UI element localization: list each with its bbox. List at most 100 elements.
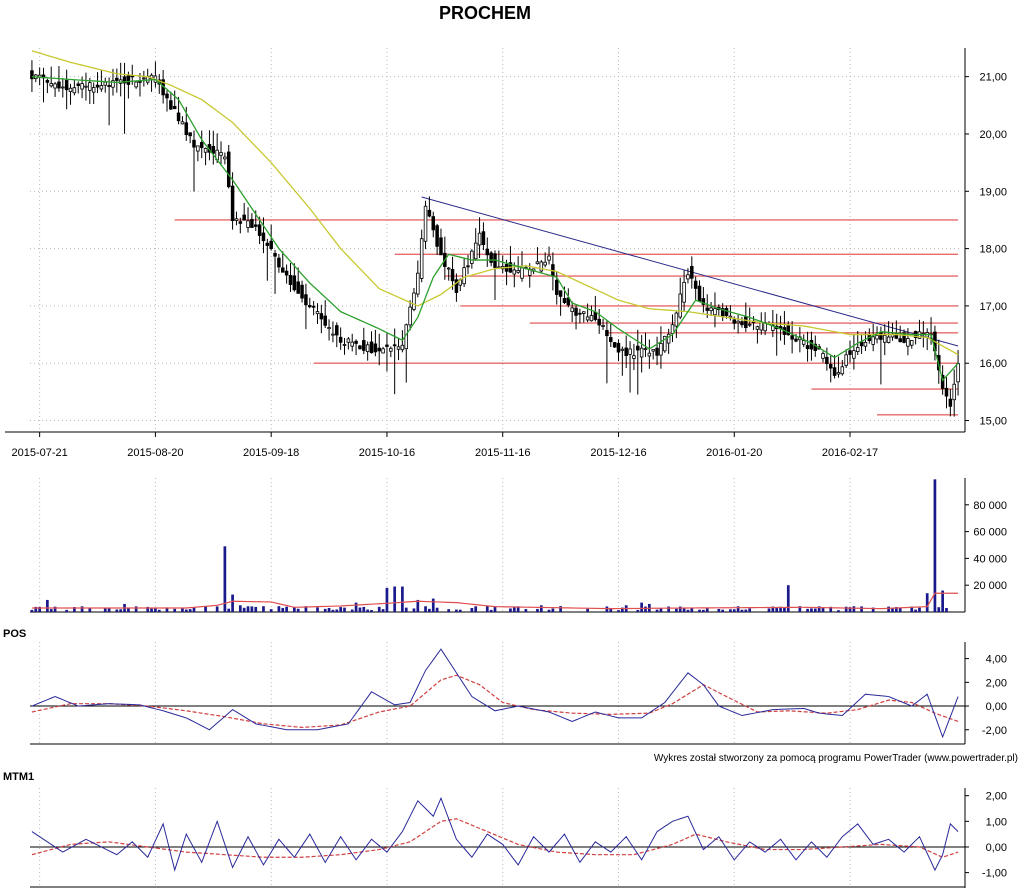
candle-body bbox=[211, 146, 216, 154]
candle-body bbox=[948, 398, 953, 407]
candle-body bbox=[416, 272, 420, 295]
candle-body bbox=[589, 315, 594, 322]
volume-bar bbox=[636, 609, 640, 612]
candle-body bbox=[192, 139, 196, 148]
volume-bar bbox=[536, 608, 539, 612]
candle-body bbox=[315, 311, 320, 315]
volume-bar bbox=[559, 606, 562, 612]
candle-body bbox=[612, 342, 617, 348]
candle-body bbox=[682, 281, 686, 303]
volume-bar bbox=[350, 609, 354, 612]
candle-body bbox=[134, 81, 138, 88]
pos-grid bbox=[30, 642, 965, 745]
volume-bar bbox=[173, 608, 177, 612]
volume-bar bbox=[73, 607, 76, 612]
candle-body bbox=[331, 333, 335, 336]
volume-tick-label: 20 000 bbox=[973, 580, 1007, 592]
volume-grid bbox=[30, 478, 965, 613]
volume-bar bbox=[640, 602, 643, 612]
volume-bar bbox=[34, 606, 38, 612]
candle-body bbox=[852, 350, 856, 359]
candle-body bbox=[226, 151, 231, 188]
candle-body bbox=[771, 324, 775, 331]
candle-body bbox=[477, 232, 482, 246]
candle-body bbox=[678, 293, 682, 318]
mtm1-tick-label: -1,00 bbox=[982, 868, 1007, 880]
candle-body bbox=[450, 269, 455, 282]
volume-bar bbox=[242, 607, 246, 612]
volume-bar bbox=[316, 607, 319, 612]
candle-body bbox=[466, 265, 470, 268]
price-tick-label: 18,00 bbox=[979, 244, 1007, 256]
candle-body bbox=[304, 294, 308, 306]
candle-body bbox=[45, 79, 50, 83]
volume-bar bbox=[806, 608, 809, 612]
volume-bar bbox=[786, 585, 790, 612]
volume-bar bbox=[381, 609, 385, 612]
volume-bar bbox=[485, 606, 489, 612]
candle-body bbox=[103, 81, 107, 86]
candle-body bbox=[373, 343, 378, 353]
candle-body bbox=[840, 366, 845, 375]
candle-body bbox=[825, 356, 829, 364]
candle-body bbox=[377, 347, 381, 352]
candle-body bbox=[744, 316, 748, 328]
volume-bar bbox=[30, 609, 34, 612]
price-tick-label: 19,00 bbox=[979, 186, 1007, 198]
volume-bar bbox=[323, 608, 327, 612]
date-tick-label: 2016-01-20 bbox=[706, 447, 762, 459]
date-tick-label: 2015-12-16 bbox=[590, 447, 646, 459]
candle-body bbox=[308, 305, 312, 308]
volume-bar bbox=[887, 606, 890, 612]
volume-bar bbox=[925, 593, 929, 612]
candle-body bbox=[489, 252, 493, 263]
candle-body bbox=[944, 387, 949, 397]
candle-body bbox=[547, 255, 551, 261]
volume-bar bbox=[127, 607, 130, 612]
candle-body bbox=[219, 152, 223, 156]
candle-body bbox=[624, 347, 628, 356]
candle-body bbox=[713, 308, 717, 316]
candle-body bbox=[203, 148, 208, 153]
candle-body bbox=[593, 311, 598, 320]
candle-body bbox=[346, 338, 351, 343]
volume-bar bbox=[509, 608, 512, 612]
candle-body bbox=[199, 142, 204, 149]
candle-body bbox=[396, 346, 401, 350]
candle-body bbox=[570, 307, 574, 312]
volume-bar bbox=[898, 607, 902, 612]
candle-body bbox=[338, 336, 343, 343]
mtm1-lines bbox=[31, 796, 959, 872]
candle-body bbox=[855, 347, 860, 352]
candle-body bbox=[906, 338, 910, 347]
candle-body bbox=[535, 261, 540, 265]
candle-body bbox=[859, 341, 864, 347]
pos-tick-label: -2,00 bbox=[982, 725, 1007, 737]
volume-bar bbox=[474, 606, 478, 612]
volume-bar bbox=[366, 609, 370, 612]
pos-panel: 4,00 2,00 0,00 -2,00 bbox=[30, 642, 1007, 745]
candle-body bbox=[230, 185, 235, 222]
candle-body bbox=[562, 298, 567, 304]
candle-body bbox=[431, 216, 436, 231]
volume-bar bbox=[705, 608, 709, 612]
candle-body bbox=[666, 333, 671, 344]
candle-body bbox=[49, 83, 53, 87]
mtm1-grid bbox=[30, 788, 965, 888]
candle-body bbox=[138, 81, 142, 83]
candle-body bbox=[828, 364, 833, 369]
volume-bar bbox=[53, 606, 57, 612]
volume-bar bbox=[848, 607, 852, 612]
candle-body bbox=[165, 93, 169, 99]
date-axis: 2015-07-21 2015-08-20 2015-09-18 2015-10-16… bbox=[5, 431, 965, 459]
candle-body bbox=[836, 372, 841, 375]
volume-bar bbox=[354, 602, 358, 612]
volume-bar bbox=[736, 606, 740, 612]
volume-bar bbox=[215, 606, 219, 612]
mtm1-panel-label: MTM1 bbox=[3, 771, 34, 783]
volume-bar bbox=[894, 607, 898, 612]
volume-bar bbox=[377, 606, 381, 612]
volume-bar bbox=[428, 608, 431, 612]
pos-axis: 4,00 2,00 0,00 -2,00 bbox=[964, 642, 1007, 744]
